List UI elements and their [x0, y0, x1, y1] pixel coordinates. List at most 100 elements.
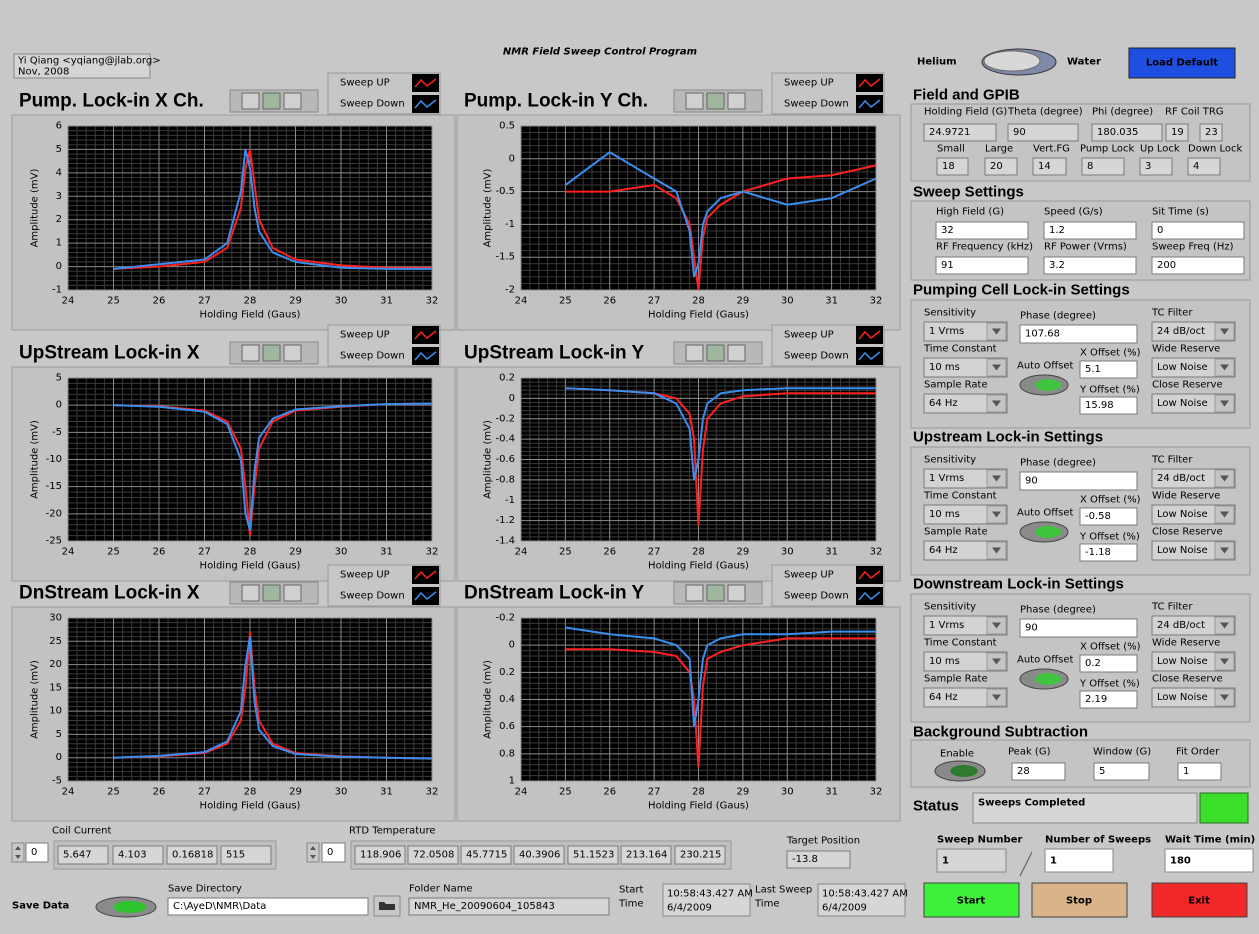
setting-label: Wide Reserve	[1152, 491, 1220, 502]
field-input-box[interactable]	[1151, 221, 1245, 240]
toolbar-tool[interactable]	[685, 92, 704, 110]
exit-button[interactable]	[1151, 882, 1248, 918]
toolbar-tool[interactable]	[283, 92, 302, 110]
setting-value-box[interactable]	[1151, 504, 1236, 525]
spinner[interactable]	[306, 842, 320, 863]
setting-value-box[interactable]	[923, 393, 1008, 414]
setting-label: Phase (degree)	[1020, 311, 1096, 322]
toolbar-tool[interactable]	[727, 92, 746, 110]
directory-input-box[interactable]	[167, 897, 369, 916]
toolbar-tool[interactable]	[241, 92, 260, 110]
index-input-box[interactable]	[25, 842, 49, 863]
setting-value-box[interactable]	[1151, 468, 1236, 489]
x-tick-label: 32	[426, 296, 439, 307]
setting-value-box[interactable]	[1151, 540, 1236, 561]
x-tick-label: 24	[515, 296, 528, 307]
y-tick-label: -10	[46, 454, 62, 465]
toolbar-tool[interactable]	[262, 344, 281, 362]
setting-value-box[interactable]	[1093, 762, 1150, 781]
setting-value-box[interactable]	[1079, 654, 1138, 673]
x-tick-label: 28	[244, 547, 257, 558]
toolbar-tool[interactable]	[727, 584, 746, 602]
setting-value-box[interactable]	[1177, 762, 1222, 781]
setting-value-box[interactable]	[923, 468, 1008, 489]
ring-arrow	[992, 511, 1001, 518]
setting-value-box[interactable]	[1079, 360, 1138, 379]
setting-value-box[interactable]	[923, 357, 1008, 378]
setting-value-box[interactable]	[1079, 690, 1138, 709]
field-value: 4	[1193, 161, 1199, 172]
y-tick-label: -1	[505, 495, 515, 506]
setting-value-box[interactable]	[1019, 471, 1138, 491]
x-tick-label: 31	[825, 547, 838, 558]
setting-value-box[interactable]	[1151, 615, 1236, 636]
toolbar-tool[interactable]	[283, 344, 302, 362]
setting-value-box[interactable]	[1151, 687, 1236, 708]
setting-value: Low Noise	[1157, 656, 1208, 667]
toolbar-tool[interactable]	[262, 584, 281, 602]
field-label: Vert.FG	[1033, 144, 1070, 155]
array-value-box	[57, 845, 109, 865]
x-tick-label: 26	[603, 787, 616, 798]
setting-value-box[interactable]	[923, 651, 1008, 672]
toolbar-tool[interactable]	[706, 584, 725, 602]
toolbar-tool[interactable]	[283, 584, 302, 602]
x-tick-label: 30	[781, 296, 794, 307]
setting-value: 1	[1183, 766, 1189, 777]
toolbar-tool[interactable]	[241, 344, 260, 362]
setting-value-box[interactable]	[923, 504, 1008, 525]
legend-line	[414, 351, 437, 361]
setting-value-box[interactable]	[923, 687, 1008, 708]
wait-time: 180	[1170, 856, 1191, 867]
toolbar-tool[interactable]	[685, 584, 704, 602]
field-input-box[interactable]	[1043, 256, 1137, 275]
setting-value-box[interactable]	[1079, 543, 1138, 562]
start-button[interactable]	[923, 882, 1020, 918]
spinner[interactable]	[11, 842, 25, 863]
sweep-count-input[interactable]	[1044, 848, 1114, 873]
setting-value-box[interactable]	[1079, 507, 1138, 526]
field-value-box	[1165, 123, 1189, 142]
wait-time-input[interactable]	[1164, 848, 1254, 873]
field-input-box[interactable]	[935, 256, 1029, 275]
toolbar-tool[interactable]	[241, 584, 260, 602]
field-input-box[interactable]	[935, 221, 1029, 240]
field-input-box[interactable]	[1151, 256, 1245, 275]
field-value: 14	[1038, 161, 1051, 172]
field-input-box[interactable]	[1043, 221, 1137, 240]
toolbar-tool[interactable]	[685, 344, 704, 362]
array-value-box	[674, 845, 726, 865]
setting-value-box[interactable]	[923, 321, 1008, 342]
y-tick-label: -0.2	[495, 613, 515, 624]
legend-swatch	[856, 95, 883, 113]
legend-swatch	[856, 587, 883, 605]
setting-value-box[interactable]	[1019, 324, 1138, 344]
index-input-box[interactable]	[321, 842, 346, 863]
setting-value: Low Noise	[1157, 398, 1208, 409]
field-label: Sit Time (s)	[1152, 207, 1209, 218]
setting-value-box[interactable]	[1011, 762, 1066, 781]
setting-value-box[interactable]	[923, 540, 1008, 561]
toolbar-tool[interactable]	[706, 344, 725, 362]
load-default-button[interactable]	[1128, 47, 1236, 79]
toolbar-tool[interactable]	[262, 92, 281, 110]
setting-value-box[interactable]	[1079, 396, 1138, 415]
group-label: Target Position	[786, 836, 860, 847]
stop-button[interactable]	[1031, 882, 1128, 918]
x-tick-label: 25	[107, 787, 120, 798]
setting-value: 64 Hz	[929, 398, 958, 409]
y-axis-label: Amplitude (mV)	[30, 420, 41, 499]
field-label: RF Power (Vrms)	[1044, 242, 1127, 253]
setting-value-box[interactable]	[1151, 321, 1236, 342]
setting-value-box[interactable]	[1151, 357, 1236, 378]
sweep-label: Sweep Number	[937, 835, 1022, 846]
toolbar-tool[interactable]	[706, 92, 725, 110]
setting-value-box[interactable]	[923, 615, 1008, 636]
ring-arrow	[1220, 622, 1229, 629]
y-tick-label: -0.5	[495, 186, 515, 197]
setting-value-box[interactable]	[1019, 618, 1138, 638]
toolbar-tool[interactable]	[727, 344, 746, 362]
setting-value-box[interactable]	[1151, 393, 1236, 414]
setting-value-box[interactable]	[1151, 651, 1236, 672]
plot-title: DnStream Lock-in Y	[464, 583, 645, 604]
